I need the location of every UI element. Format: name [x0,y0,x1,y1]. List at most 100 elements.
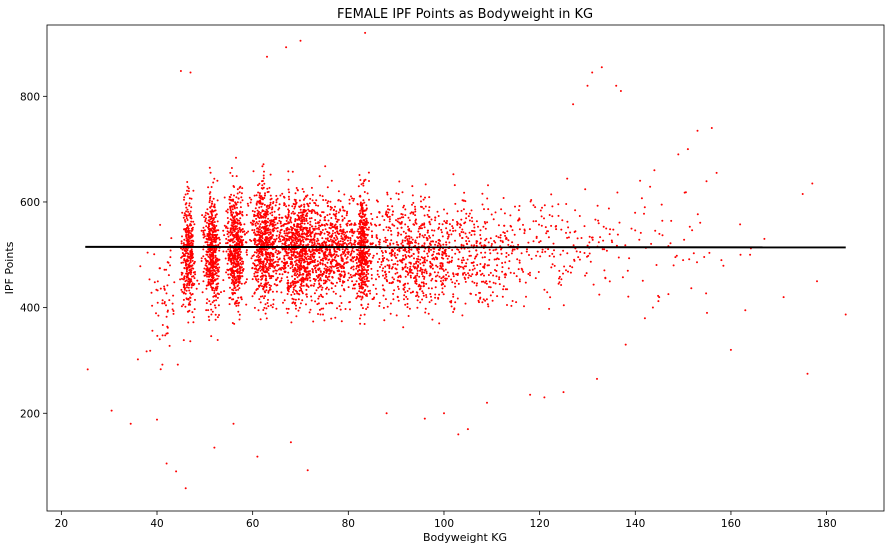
data-point [295,201,298,204]
data-point [230,199,233,202]
data-point [193,262,196,265]
data-point [288,198,291,201]
data-point [259,269,262,272]
data-point [444,221,447,224]
data-point [188,283,191,286]
data-point [245,278,248,281]
data-point [305,213,308,216]
data-point [241,199,244,202]
data-point [240,257,242,260]
data-point [463,276,466,279]
data-point [491,299,494,302]
data-point [358,174,361,176]
data-point [188,269,191,272]
data-point [363,323,366,325]
data-point [399,217,401,220]
data-point [389,312,392,315]
data-point [263,197,266,199]
data-point [352,199,355,202]
data-point [329,254,332,257]
data-point [358,239,361,242]
data-point [307,257,310,260]
data-point [492,249,495,252]
data-point [184,203,187,206]
data-point [424,183,427,186]
data-point [395,268,398,271]
data-point [265,307,268,310]
data-point [364,178,367,181]
data-point [476,282,478,285]
data-point [252,239,255,242]
data-point [363,293,366,296]
data-point [278,203,281,206]
data-point [363,278,366,281]
data-point [355,262,358,264]
data-point [256,287,259,290]
data-point [391,276,394,279]
data-point [266,211,269,214]
data-point [358,225,361,228]
data-point [253,231,255,234]
data-point [365,204,368,207]
data-point [310,225,313,228]
data-point [456,265,459,267]
data-point [411,194,414,197]
data-point [217,243,220,246]
data-point [227,235,230,238]
data-point [489,271,492,274]
data-point [350,276,353,279]
data-point [306,233,308,236]
data-point [292,298,295,301]
data-point [258,226,261,228]
data-point [260,230,263,232]
data-point [232,200,235,202]
data-point [265,252,268,255]
data-point [187,241,190,244]
data-point [189,216,192,219]
data-point [329,200,332,203]
data-point [218,258,221,261]
data-point [206,275,209,278]
data-point [185,217,188,220]
data-point [387,229,390,232]
data-point [356,256,359,259]
data-point [431,229,433,232]
data-point [364,213,367,216]
data-point [186,272,189,275]
data-point [236,219,239,222]
data-point [258,236,261,239]
data-point [235,304,238,307]
data-point [383,277,386,280]
data-point [212,225,215,228]
data-point [212,205,215,208]
data-point [420,224,423,227]
data-point [232,262,235,265]
data-point [408,251,411,254]
data-point [388,208,391,211]
data-point [261,267,264,270]
data-point [359,231,362,233]
data-point [371,234,374,237]
data-point [482,225,485,228]
data-point [235,264,238,267]
data-point [239,238,242,241]
data-point [294,248,297,251]
data-point [194,273,197,276]
data-point [258,194,261,197]
data-point [278,235,281,238]
data-point [381,215,384,218]
data-point [181,211,184,214]
data-point [269,232,272,235]
data-point [323,219,326,222]
data-point [448,223,451,226]
data-point [328,269,331,272]
data-point [369,289,371,292]
data-point [215,213,218,216]
data-point [365,273,368,276]
data-point [465,212,468,215]
data-point [305,293,308,296]
data-point [254,278,257,280]
data-point [359,275,362,278]
data-point [353,197,355,200]
data-point [188,197,191,200]
